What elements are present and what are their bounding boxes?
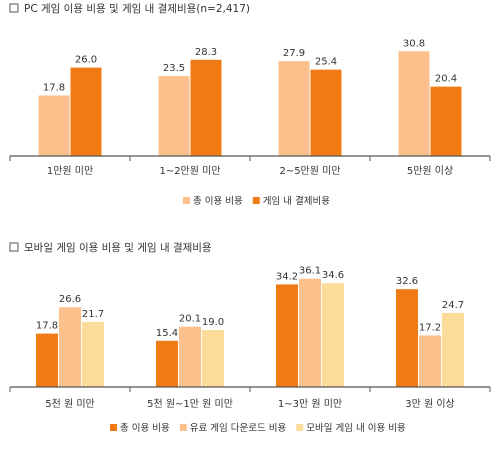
bar (398, 51, 430, 156)
legend-label: 모바일 게임 내 이용 비용 (306, 422, 406, 434)
bar (278, 61, 310, 156)
bar (430, 86, 462, 156)
data-label: 25.4 (315, 57, 337, 68)
chart-1-title: PC 게임 이용 비용 및 게임 내 결제비용(n=2,417) (24, 2, 250, 15)
data-label: 20.1 (179, 314, 201, 325)
bar (322, 283, 344, 387)
bar (70, 67, 102, 156)
category-label: 3만 원 이상 (405, 398, 455, 410)
legend-swatch (110, 424, 117, 431)
category-label: 1~3만 원 미만 (278, 398, 342, 410)
legend-label: 게임 내 결제비용 (263, 195, 330, 207)
chart-2-title-marker (9, 242, 19, 252)
bar (299, 278, 321, 387)
bar (36, 333, 58, 387)
data-label: 36.1 (299, 266, 321, 277)
bar (179, 326, 201, 387)
data-label: 17.2 (419, 322, 441, 333)
legend-swatch (252, 197, 260, 204)
bar (156, 340, 178, 387)
data-label: 32.6 (396, 276, 418, 287)
bar (419, 335, 441, 387)
chart-2: 모바일 게임 이용 비용 및 게임 내 결제비용 17.8 26.621.7 15.… (9, 241, 491, 434)
legend-swatch (183, 197, 190, 204)
bar (82, 321, 104, 387)
bar (396, 289, 418, 387)
category-label: 1만원 미만 (47, 165, 93, 177)
bar (38, 95, 70, 156)
data-label: 17.8 (36, 321, 58, 332)
data-label: 26.0 (75, 55, 97, 66)
data-label: 26.6 (59, 294, 81, 305)
data-label: 34.6 (322, 270, 344, 281)
bar (158, 76, 190, 156)
legend-swatch (296, 424, 304, 431)
data-label: 28.3 (195, 47, 217, 58)
bar (442, 312, 464, 387)
data-label: 24.7 (442, 300, 464, 311)
category-label: 5만원 이상 (407, 165, 453, 177)
legend-label: 총 이용 비용 (120, 423, 170, 434)
legend-swatch (179, 424, 187, 431)
category-label: 5천 원 미만 (45, 398, 95, 410)
data-label: 34.2 (276, 271, 298, 282)
bar (59, 307, 81, 387)
data-label: 23.5 (163, 63, 185, 74)
bar (202, 330, 224, 387)
bar (276, 284, 298, 387)
data-label: 21.7 (82, 309, 104, 320)
bar (190, 59, 222, 156)
chart-1: PC 게임 이용 비용 및 게임 내 결제비용(n=2,417) 17.8 26.… (9, 2, 491, 207)
chart-1-title-marker (9, 3, 19, 13)
data-label: 19.0 (202, 317, 224, 328)
category-label: 2~5만원 미만 (279, 165, 340, 177)
data-label: 30.8 (403, 38, 425, 49)
data-label: 27.9 (283, 48, 305, 59)
data-label: 15.4 (156, 328, 178, 339)
category-label: 5천 원~1만 원 미만 (147, 398, 233, 410)
bar (310, 69, 342, 156)
data-label: 17.8 (43, 82, 65, 93)
legend-label: 총 이용 비용 (193, 196, 243, 207)
chart-2-title: 모바일 게임 이용 비용 및 게임 내 결제비용 (24, 241, 212, 254)
category-label: 1~2만원 미만 (159, 165, 220, 177)
data-label: 20.4 (435, 74, 457, 85)
legend-label: 유료 게임 다운로드 비용 (190, 422, 287, 434)
